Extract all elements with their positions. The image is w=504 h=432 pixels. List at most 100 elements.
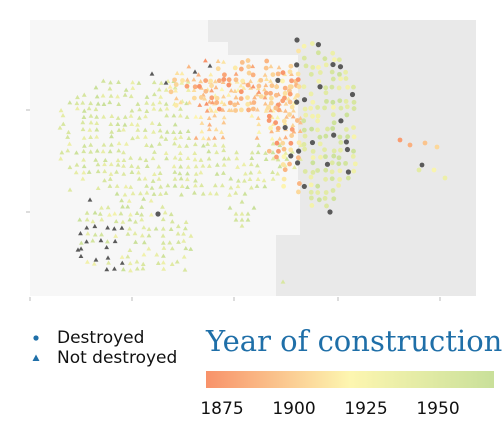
map-marker xyxy=(135,101,141,106)
map-marker xyxy=(185,171,190,176)
map-marker xyxy=(137,115,142,120)
map-marker xyxy=(66,129,71,135)
map-marker xyxy=(292,95,298,100)
map-marker xyxy=(309,41,315,46)
map-marker xyxy=(294,62,300,68)
map-marker xyxy=(137,156,143,161)
map-marker xyxy=(301,43,307,49)
map-marker xyxy=(268,100,274,106)
map-marker xyxy=(192,141,198,147)
map-marker xyxy=(222,101,227,107)
map-marker xyxy=(156,164,162,169)
map-marker xyxy=(159,134,164,139)
map-marker xyxy=(219,99,225,105)
map-marker xyxy=(235,183,241,189)
map-marker xyxy=(127,247,133,253)
map-marker xyxy=(177,143,182,148)
map-marker xyxy=(146,233,152,238)
map-marker xyxy=(215,58,221,64)
map-marker xyxy=(135,122,140,127)
map-marker xyxy=(81,92,87,97)
map-marker xyxy=(336,183,342,188)
map-marker xyxy=(203,58,208,63)
map-marker xyxy=(232,102,238,108)
colorbar-tick-label: 1950 xyxy=(416,399,460,419)
map-marker xyxy=(252,95,257,100)
map-marker xyxy=(268,125,274,131)
map-marker xyxy=(207,99,212,104)
map-marker xyxy=(288,63,294,69)
map-marker xyxy=(270,156,276,161)
map-marker xyxy=(157,141,162,146)
map-marker xyxy=(183,226,188,231)
map-marker xyxy=(94,94,100,99)
map-marker xyxy=(296,48,301,54)
map-marker xyxy=(149,143,155,148)
map-marker xyxy=(296,84,302,90)
map-marker xyxy=(183,219,189,224)
map-marker xyxy=(116,101,122,106)
map-marker xyxy=(73,170,79,175)
map-marker xyxy=(323,176,328,182)
map-marker xyxy=(232,88,238,93)
map-marker xyxy=(274,140,280,146)
map-marker xyxy=(345,169,352,175)
map-marker xyxy=(214,149,220,155)
map-marker xyxy=(128,212,133,217)
map-marker xyxy=(212,78,218,84)
map-marker xyxy=(246,107,251,113)
map-marker xyxy=(161,245,167,250)
map-marker xyxy=(163,190,169,195)
map-marker xyxy=(337,98,343,104)
map-marker xyxy=(228,185,234,190)
map-marker xyxy=(92,232,98,237)
map-marker xyxy=(263,150,268,155)
map-marker xyxy=(234,156,240,161)
map-marker xyxy=(154,252,160,257)
map-marker xyxy=(310,99,316,105)
map-marker xyxy=(239,211,245,216)
map-marker xyxy=(164,156,169,161)
map-marker xyxy=(343,139,350,145)
map-marker xyxy=(266,118,272,123)
map-marker xyxy=(238,83,244,88)
map-marker xyxy=(202,96,208,101)
map-marker xyxy=(128,184,134,189)
map-region-dark xyxy=(208,20,476,296)
map-marker xyxy=(207,63,213,68)
map-marker xyxy=(184,83,190,89)
map-marker xyxy=(144,190,150,195)
map-marker xyxy=(270,150,276,155)
map-marker xyxy=(287,112,292,117)
map-marker xyxy=(144,183,150,188)
map-marker xyxy=(226,77,232,83)
map-marker xyxy=(344,146,351,153)
map-marker xyxy=(141,240,147,245)
map-marker xyxy=(160,233,166,238)
map-marker xyxy=(144,108,150,113)
map-marker xyxy=(250,106,256,112)
map-marker xyxy=(176,239,181,244)
map-marker xyxy=(309,203,315,208)
map-marker xyxy=(198,114,204,119)
map-marker xyxy=(115,162,121,167)
map-marker xyxy=(280,162,286,167)
map-marker xyxy=(164,129,170,134)
map-marker xyxy=(193,171,199,176)
map-marker xyxy=(156,87,162,92)
map-marker xyxy=(146,226,152,231)
map-marker xyxy=(245,95,250,100)
map-marker xyxy=(158,94,164,99)
map-marker xyxy=(163,136,169,141)
map-marker xyxy=(256,121,262,127)
map-marker xyxy=(331,196,337,202)
map-marker xyxy=(168,89,174,95)
map-marker xyxy=(127,226,133,231)
map-marker xyxy=(301,55,307,61)
map-marker xyxy=(431,167,437,173)
map-marker xyxy=(142,127,148,132)
map-marker xyxy=(185,77,190,82)
map-marker xyxy=(214,162,220,167)
map-marker xyxy=(193,135,199,140)
map-marker xyxy=(78,253,84,259)
